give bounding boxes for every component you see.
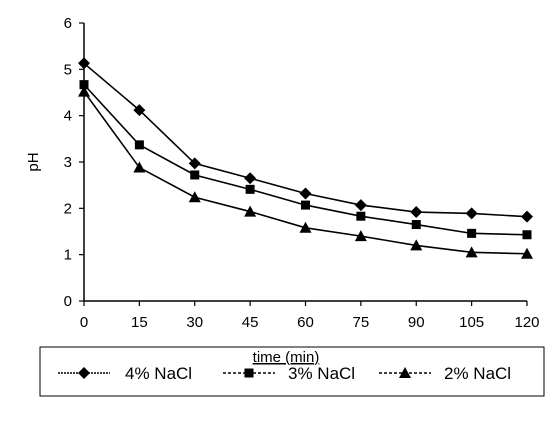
- data-point: [133, 104, 146, 117]
- y-tick-label: 2: [64, 200, 72, 217]
- legend-marker: [244, 368, 254, 378]
- data-point: [299, 221, 312, 233]
- y-tick-labels: 0 1 2 3 4 5 6: [64, 15, 72, 310]
- y-tick-label: 3: [64, 154, 72, 171]
- x-axis-label: time (min): [253, 349, 320, 366]
- data-point: [301, 200, 310, 210]
- data-point: [354, 199, 367, 212]
- data-point: [190, 170, 200, 180]
- data-point: [465, 207, 478, 220]
- data-point: [467, 228, 477, 238]
- x-tick-label: 90: [408, 314, 425, 331]
- legend-label: 4% NaCl: [125, 364, 192, 383]
- x-tick-label: 120: [514, 314, 539, 331]
- data-point: [133, 161, 146, 173]
- data-point: [188, 191, 201, 203]
- data-point: [522, 230, 532, 240]
- series-group: [78, 57, 533, 259]
- y-tick-label: 1: [64, 247, 72, 264]
- data-point: [521, 210, 533, 223]
- y-tick-label: 4: [64, 108, 72, 125]
- y-tick-label: 5: [64, 61, 72, 78]
- data-point: [410, 206, 423, 219]
- legend-label: 2% NaCl: [444, 364, 511, 383]
- y-tick-label: 6: [64, 15, 72, 32]
- x-tick-label: 75: [353, 314, 370, 331]
- data-point: [134, 140, 144, 150]
- data-point: [411, 220, 421, 230]
- data-point: [244, 172, 257, 185]
- x-tick-label: 105: [459, 314, 484, 331]
- y-axis-label: pH: [25, 152, 42, 171]
- data-point: [188, 157, 201, 170]
- legend-marker: [78, 367, 90, 379]
- data-point: [245, 184, 255, 194]
- x-tick-labels: 0 15 30 45 60 75 90 105 120: [80, 314, 540, 331]
- x-tick-label: 0: [80, 314, 88, 331]
- x-tick-label: 30: [186, 314, 203, 331]
- data-point: [410, 239, 423, 251]
- legend-marker: [399, 367, 411, 378]
- legend: 4% NaCl 3% NaCl 2% NaCl: [58, 364, 511, 383]
- x-tick-label: 15: [131, 314, 148, 331]
- series-line: [83, 84, 528, 236]
- data-point: [521, 247, 533, 259]
- data-point: [78, 57, 90, 70]
- data-point: [465, 246, 478, 258]
- x-tick-label: 60: [297, 314, 314, 331]
- data-point: [79, 80, 89, 90]
- data-point: [299, 187, 312, 200]
- data-point: [356, 211, 366, 221]
- data-point: [78, 85, 90, 97]
- axes: [79, 22, 528, 306]
- legend-label: 3% NaCl: [288, 364, 355, 383]
- legend-box: [39, 346, 545, 397]
- data-point: [244, 205, 257, 217]
- x-tick-label: 45: [242, 314, 259, 331]
- data-point: [354, 230, 367, 242]
- y-tick-label: 0: [64, 293, 72, 310]
